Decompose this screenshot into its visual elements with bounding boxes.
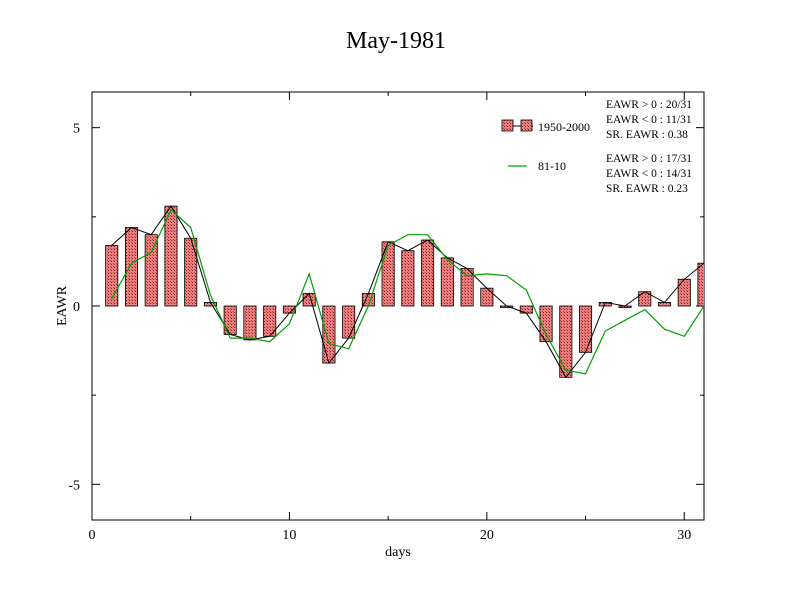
bar-1950-2000 xyxy=(164,205,178,307)
stats-81-10: EAWR > 0 : 17/31 EAWR < 0 : 14/31 SR. EA… xyxy=(606,152,692,197)
legend-bar-swatch xyxy=(501,119,514,132)
bar-1950-2000 xyxy=(144,234,158,307)
bar-1950-2000 xyxy=(480,287,494,307)
chart-title: May-1981 xyxy=(346,28,446,54)
legend-bar-swatch xyxy=(520,119,533,132)
series-81-10-line xyxy=(111,208,704,375)
legend-bar-label: 1950-2000 xyxy=(538,120,590,134)
x-tick-label: 20 xyxy=(480,528,494,543)
bar-1950-2000 xyxy=(124,227,139,307)
bar-layer xyxy=(105,205,704,379)
bar-1950-2000 xyxy=(460,268,474,307)
bar-1950-2000 xyxy=(302,293,316,307)
bar-1950-2000 xyxy=(401,250,415,307)
stat-sr-1950: SR. EAWR : 0.38 xyxy=(606,129,688,141)
bar-1950-2000 xyxy=(342,305,356,339)
bar-1950-2000 xyxy=(559,305,573,378)
stat-negative-1950: EAWR < 0 : 11/31 xyxy=(606,114,692,126)
x-tick-label: 10 xyxy=(282,528,296,543)
bar-1950-2000 xyxy=(697,262,704,307)
stats-1950-2000: EAWR > 0 : 20/31 EAWR < 0 : 11/31 SR. EA… xyxy=(606,98,692,143)
x-axis-label: days xyxy=(385,545,411,560)
stat-sr-8110: SR. EAWR : 0.23 xyxy=(606,183,688,195)
bar-1950-2000 xyxy=(223,305,237,335)
y-tick-label: 5 xyxy=(73,122,80,137)
stat-positive-8110: EAWR > 0 : 17/31 xyxy=(606,153,693,165)
x-tick-label: 30 xyxy=(677,528,691,543)
bar-1950-2000 xyxy=(322,305,336,364)
bar-1950-2000 xyxy=(677,278,691,307)
bar-1950-2000 xyxy=(105,244,119,307)
stat-positive-1950: EAWR > 0 : 20/31 xyxy=(606,99,693,111)
bar-1950-2000 xyxy=(421,239,435,307)
bar-1950-2000 xyxy=(440,257,454,307)
y-axis-label: EAWR xyxy=(55,285,70,326)
bar-1950-2000 xyxy=(381,241,395,307)
y-tick-label: 0 xyxy=(73,300,80,315)
bar-1950-2000 xyxy=(243,305,257,341)
stat-negative-8110: EAWR < 0 : 14/31 xyxy=(606,168,693,180)
bar-1950-2000 xyxy=(184,237,198,307)
y-tick-label: -5 xyxy=(68,478,80,493)
x-tick-label: 0 xyxy=(89,528,96,543)
series-1950-2000-line xyxy=(111,205,704,379)
legend-line-label: 81-10 xyxy=(538,159,566,173)
bar-1950-2000 xyxy=(579,305,593,353)
